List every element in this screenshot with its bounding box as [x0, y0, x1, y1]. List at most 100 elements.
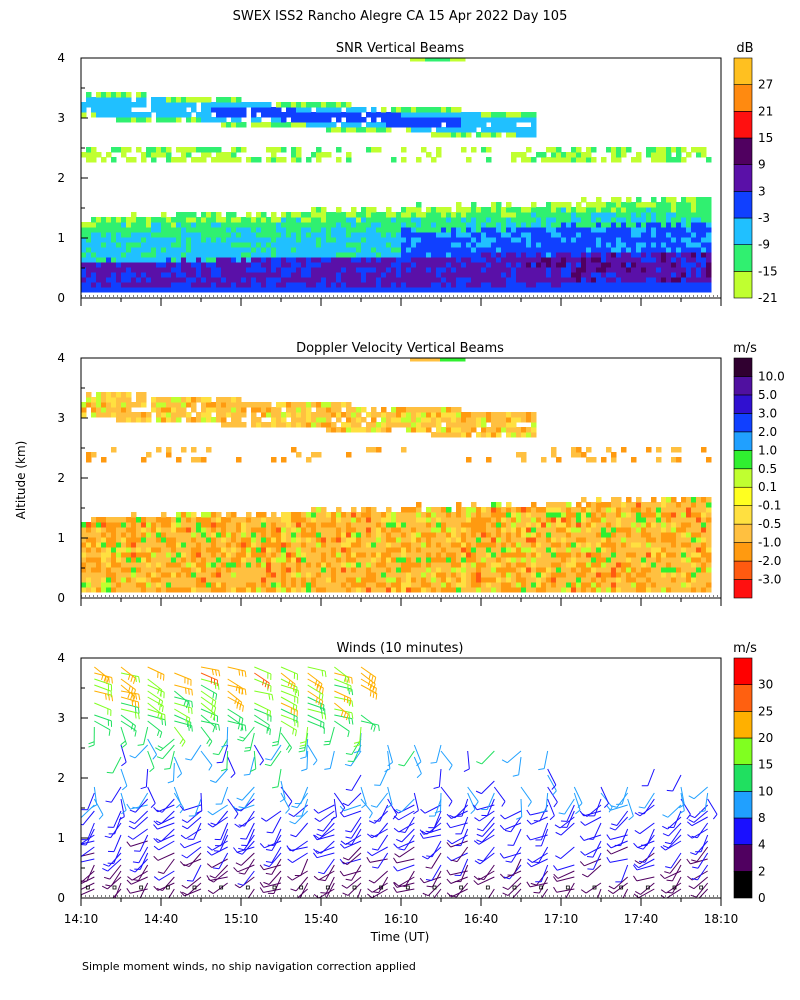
doppler-cell: [511, 522, 517, 528]
snr-cell: [221, 282, 227, 288]
doppler-cell: [426, 577, 432, 583]
doppler-cell: [206, 552, 212, 558]
doppler-cell: [406, 537, 412, 543]
snr-cell: [261, 112, 267, 118]
doppler-cell: [556, 512, 562, 518]
snr-cell: [576, 212, 582, 218]
doppler-cell: [491, 537, 497, 543]
doppler-cell: [621, 582, 627, 588]
snr-cell: [166, 242, 172, 248]
snr-cell: [336, 282, 342, 288]
snr-cell: [226, 242, 232, 248]
doppler-cell: [96, 397, 102, 403]
snr-cell: [481, 112, 487, 118]
doppler-cell: [506, 517, 512, 523]
snr-cell: [496, 217, 502, 223]
doppler-cell: [191, 557, 197, 563]
snr-cell: [571, 287, 577, 293]
doppler-cell: [451, 512, 457, 518]
doppler-cell: [516, 532, 522, 538]
snr-cell: [671, 207, 677, 213]
doppler-cell: [386, 522, 392, 528]
doppler-cell: [371, 412, 377, 418]
snr-cell: [381, 112, 387, 118]
snr-cell: [286, 232, 292, 238]
snr-cell: [491, 127, 497, 133]
snr-cell: [336, 147, 342, 153]
snr-cell: [186, 222, 192, 228]
doppler-cell: [531, 547, 537, 553]
doppler-cell: [526, 417, 532, 423]
snr-cell: [91, 217, 97, 223]
doppler-cell: [96, 567, 102, 573]
doppler-cell: [111, 532, 117, 538]
snr-cell: [356, 242, 362, 248]
snr-cell: [206, 112, 212, 118]
doppler-cell: [556, 532, 562, 538]
snr-cell: [286, 112, 292, 118]
snr-cell: [321, 267, 327, 273]
snr-cell: [421, 222, 427, 228]
snr-cell: [171, 102, 177, 108]
doppler-cell: [616, 532, 622, 538]
doppler-cell: [406, 422, 412, 428]
doppler-cell: [261, 532, 267, 538]
snr-cell: [361, 127, 367, 133]
snr-cell: [276, 272, 282, 278]
doppler-cell: [341, 547, 347, 553]
doppler-cell: [291, 572, 297, 578]
snr-cell: [681, 147, 687, 153]
doppler-cell: [546, 567, 552, 573]
snr-cell: [176, 262, 182, 268]
snr-cell: [646, 277, 652, 283]
snr-cell: [576, 282, 582, 288]
snr-cell: [441, 112, 447, 118]
snr-cell: [276, 277, 282, 283]
doppler-cell: [211, 417, 217, 423]
doppler-cell: [421, 557, 427, 563]
snr-cell: [81, 152, 87, 158]
doppler-cell: [446, 507, 452, 513]
doppler-cell: [476, 527, 482, 533]
snr-cell: [326, 152, 332, 158]
doppler-cell: [231, 587, 237, 593]
doppler-cell: [96, 522, 102, 528]
doppler-cell: [401, 567, 407, 573]
doppler-cell: [586, 517, 592, 523]
doppler-cell: [411, 552, 417, 558]
doppler-cell: [321, 542, 327, 548]
snr-cell: [316, 147, 322, 153]
snr-cell: [706, 232, 712, 238]
snr-cell: [426, 232, 432, 238]
snr-cell: [471, 122, 477, 128]
doppler-cell: [221, 582, 227, 588]
snr-cell: [586, 247, 592, 253]
doppler-cell: [86, 542, 92, 548]
snr-cell: [371, 127, 377, 133]
doppler-cell: [411, 582, 417, 588]
snr-cell: [586, 257, 592, 263]
doppler-cell: [331, 527, 337, 533]
doppler-cell: [471, 527, 477, 533]
doppler-cell: [551, 577, 557, 583]
snr-cell: [201, 102, 207, 108]
doppler-cell: [336, 427, 342, 433]
doppler-cell: [521, 417, 527, 423]
doppler-cell: [226, 527, 232, 533]
doppler-cell: [386, 537, 392, 543]
snr-cell: [301, 212, 307, 218]
snr-cell: [611, 252, 617, 258]
doppler-cell: [261, 562, 267, 568]
snr-cell: [151, 237, 157, 243]
snr-cell: [536, 242, 542, 248]
snr-cell: [491, 272, 497, 278]
doppler-cell: [521, 532, 527, 538]
doppler-cell: [316, 527, 322, 533]
snr-cell: [171, 252, 177, 258]
doppler-cell: [211, 552, 217, 558]
snr-cell: [626, 212, 632, 218]
snr-cell: [451, 127, 457, 133]
snr-cell: [701, 202, 707, 208]
doppler-cell: [241, 517, 247, 523]
snr-cell: [81, 287, 87, 293]
